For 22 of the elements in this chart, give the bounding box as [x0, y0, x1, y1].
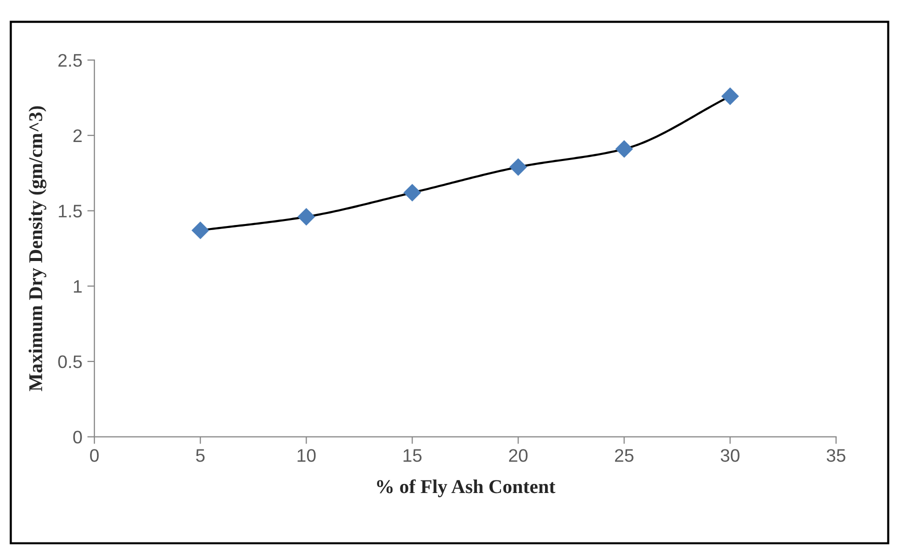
- y-tick-label: 1.5: [58, 204, 82, 218]
- x-axis-title: % of Fly Ash Content: [377, 479, 556, 498]
- point: [510, 158, 527, 176]
- y-tick-label: 0: [73, 430, 82, 444]
- y-tick-label: 1: [74, 280, 82, 293]
- point: [192, 222, 209, 239]
- point: [616, 140, 633, 158]
- x-tick-label: 10: [298, 449, 316, 462]
- x-tick-label: 30: [720, 449, 740, 462]
- point: [404, 184, 421, 202]
- y-tick-label: 2: [73, 129, 82, 142]
- y-tick-label: 0.5: [58, 355, 82, 368]
- x-tick-label: 15: [404, 449, 422, 462]
- x-tick-label: 35: [826, 449, 846, 462]
- x-tick-label: 20: [509, 449, 528, 462]
- y-tick-label: 2.5: [58, 54, 82, 67]
- x-tick-label: 0: [90, 449, 99, 462]
- x-tick-label: 25: [615, 449, 634, 462]
- x-tick-label: 5: [196, 449, 205, 462]
- point: [722, 88, 739, 105]
- y-axis-title: Maximum Dry Density (gm/cm^3): [28, 106, 46, 392]
- point: [298, 208, 315, 226]
